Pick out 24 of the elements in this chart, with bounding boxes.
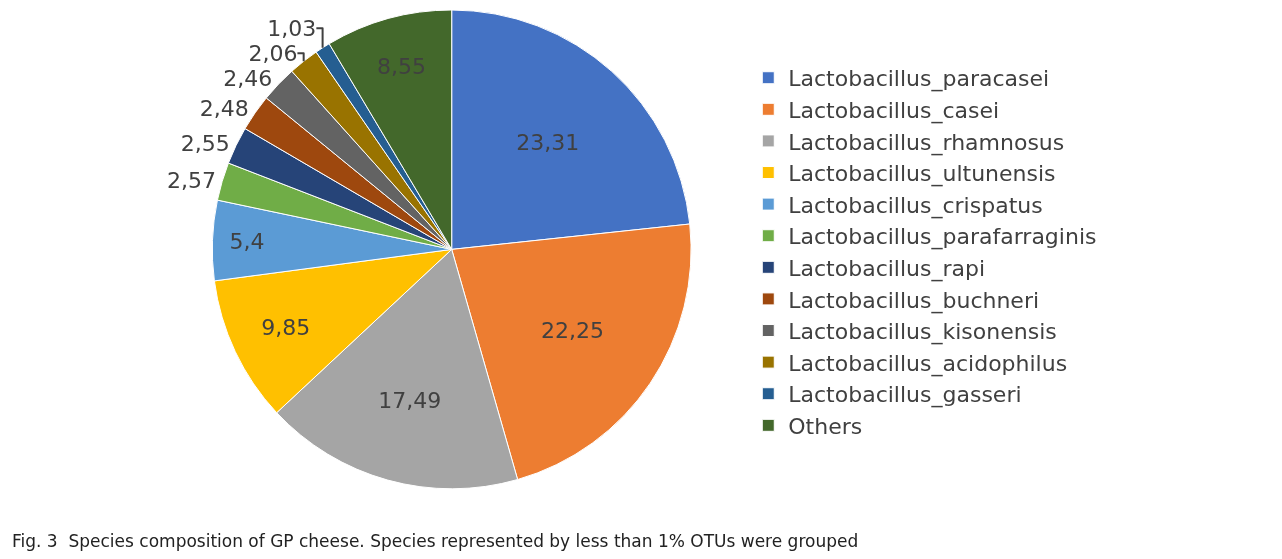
legend-label: Lactobacillus_gasseri [788, 382, 1022, 409]
legend-label: Lactobacillus_casei [788, 97, 1000, 124]
legend-label: Lactobacillus_rhamnosus [788, 129, 1065, 156]
legend-label: Lactobacillus_ultunensis [788, 161, 1056, 188]
legend-label: Others [788, 413, 863, 439]
caption: Fig. 3 Species composition of GP cheese. Species represented by less than 1% OTUs were grouped [12, 531, 859, 551]
data-label: 2,48 [199, 96, 249, 122]
legend-label: Lactobacillus_crispatus [788, 192, 1043, 219]
data-label: 22,25 [541, 318, 605, 344]
legend-label: Lactobacillus_kisonensis [788, 319, 1057, 346]
legend-label: Lactobacillus_buchneri [788, 287, 1040, 314]
data-label: 2,55 [180, 130, 230, 156]
data-label: 2,46 [223, 65, 273, 91]
data-label: 2,57 [166, 167, 216, 193]
legend-label: Lactobacillus_acidophilus [788, 350, 1068, 377]
legend-label: Lactobacillus_parafarraginis [788, 224, 1097, 251]
legend-label: Lactobacillus_paracasei [788, 66, 1050, 93]
legend-label: Lactobacillus_rapi [788, 255, 986, 282]
data-label: 1,03 [267, 15, 317, 41]
data-label: 5,4 [229, 229, 265, 255]
data-label: 9,85 [261, 315, 311, 341]
data-label: 23,31 [516, 130, 580, 156]
data-label: 17,49 [378, 388, 442, 414]
data-label: 2,06 [248, 40, 298, 66]
